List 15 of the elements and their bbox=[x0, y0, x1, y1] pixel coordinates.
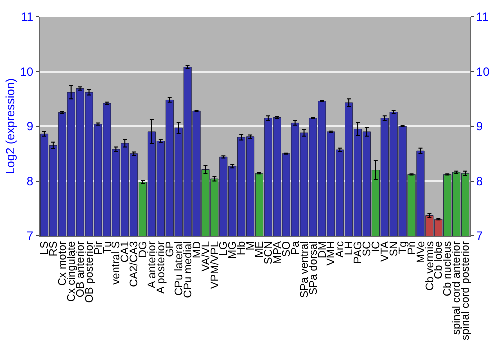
x-tick-label: MVe bbox=[415, 241, 428, 264]
y-axis-title: Log2 (expression) bbox=[4, 78, 18, 175]
y-tick-label: 7 bbox=[26, 229, 34, 244]
y-tick-label: 8 bbox=[26, 174, 34, 188]
y2-tick-label: 7 bbox=[476, 229, 484, 244]
y-tick-label: 11 bbox=[21, 10, 34, 24]
x-tick-label: SPa dorsal bbox=[308, 241, 320, 296]
y2-tick-label: 9 bbox=[476, 120, 484, 134]
y-tick-label: 9 bbox=[26, 120, 34, 134]
y-tick-label: 10 bbox=[20, 64, 34, 79]
y2-tick-label: 11 bbox=[476, 10, 490, 24]
x-tick-label: spinal cord posterior bbox=[460, 241, 472, 340]
y2-tick-label: 8 bbox=[476, 174, 484, 188]
x-tick-label: CPu medial bbox=[182, 241, 194, 298]
y2-tick-label: 10 bbox=[476, 64, 490, 79]
